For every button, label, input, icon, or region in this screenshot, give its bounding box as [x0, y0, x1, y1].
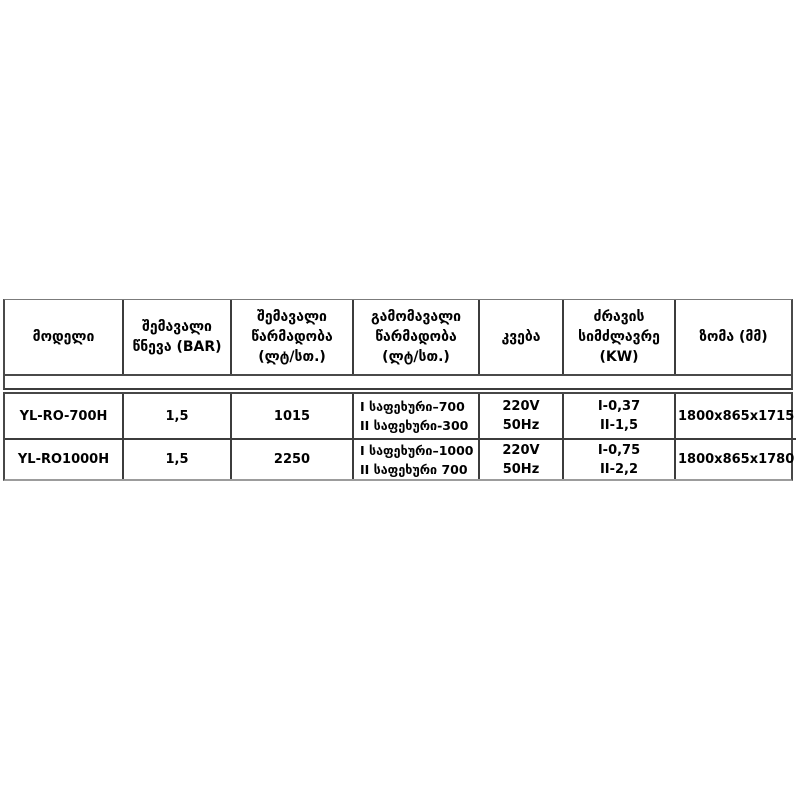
row2-cell-inlet-pressure: 1,5 — [124, 440, 232, 479]
row2-cell-size: 1800x865x1780 — [678, 452, 795, 467]
column-header-inlet-pressure: შემავალი წნევა (BAR) — [124, 300, 232, 374]
row2-cell-outlet-capacity: I საფეხური–1000 II საფეხური 700 — [354, 440, 480, 479]
column-header-inlet-capacity: შემავალი წარმადობა (ლტ/სთ.) — [232, 300, 354, 374]
row1-cell-motor-power: I-0,37 II-1,5 — [564, 394, 676, 440]
column-header-size: ზომა (მმ) — [699, 329, 768, 345]
row1-cell-inlet-pressure: 1,5 — [124, 394, 232, 440]
row1-cell-power-supply: 220V 50Hz — [480, 394, 564, 440]
column-header-outlet-capacity: გამომავალი წარმადობა (ლტ/სთ.) — [354, 300, 480, 374]
column-header-model: მოდელი — [5, 300, 124, 374]
row1-cell-size: 1800x865x1715 — [676, 394, 797, 440]
row2-cell-motor-power: I-0,75 II-2,2 — [564, 440, 676, 479]
row2-cell-model: YL-RO1000H — [5, 440, 124, 479]
spec-table-body: YL-RO-700H 1,5 1015 I საფეხური–700 II სა… — [3, 392, 797, 481]
column-header-power-supply: კვება — [480, 300, 564, 374]
table-spacer-row — [3, 376, 793, 390]
row1-cell-inlet-capacity: 1015 — [232, 394, 354, 440]
column-header-motor-power: ძრავის სიმძლავრე (KW) — [564, 300, 676, 374]
row1-cell-outlet-capacity: I საფეხური–700 II საფეხური-300 — [354, 394, 480, 440]
row2-cell-power-supply: 220V 50Hz — [480, 440, 564, 479]
spec-table-header-row: მოდელი შემავალი წნევა (BAR) შემავალი წარ… — [3, 299, 793, 376]
row2-cell-inlet-capacity: 2250 — [232, 440, 354, 479]
row1-cell-model: YL-RO-700H — [5, 394, 124, 440]
